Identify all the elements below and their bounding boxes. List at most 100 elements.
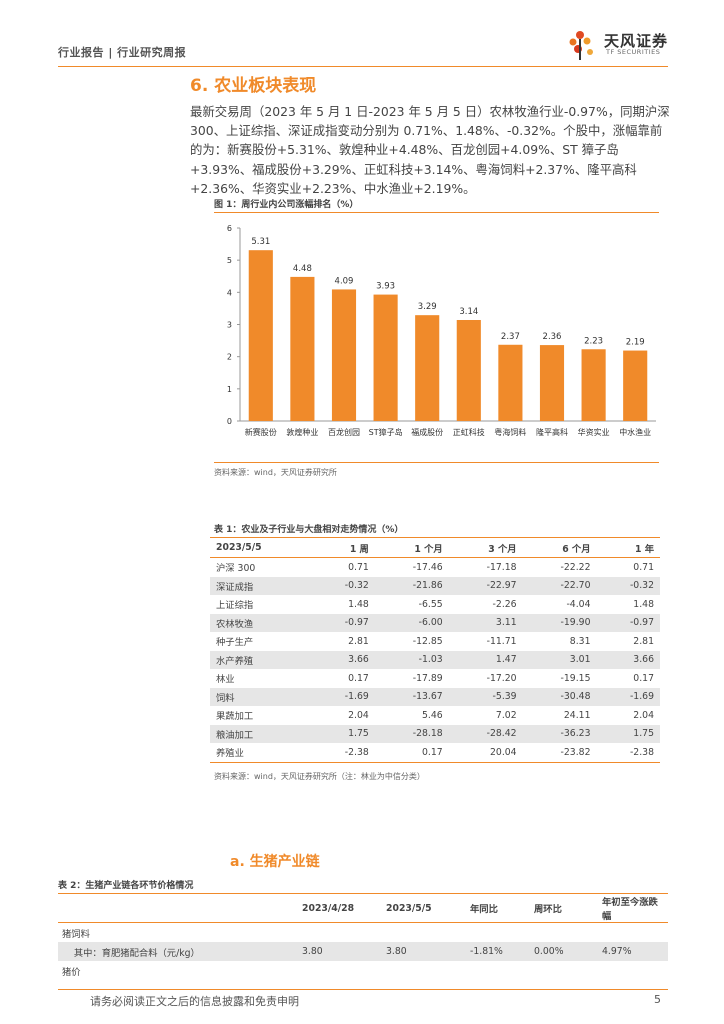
x-category-label: 中水渔业 [619, 427, 651, 437]
table-cell: -36.23 [522, 724, 597, 743]
table1-source: 资料来源：wind，天风证券研究所（注：林业为中信分类） [214, 772, 425, 781]
table-cell: -1.03 [374, 650, 449, 669]
table-row: 种子生产 2.81 -12.85 -11.71 8.31 2.81 [210, 632, 660, 651]
table-row: 农林牧渔 -0.97 -6.00 3.11 -19.90 -0.97 [210, 613, 660, 632]
bar-chart: 0 1 2 3 4 5 6 5.31 新赛股份 4.48 敦煌种业 4.09 百龙创园 3.93 ST獐子岛… [227, 224, 656, 437]
x-category-label: 隆平高科 [536, 427, 568, 437]
table-cell: -11.71 [486, 635, 517, 647]
table-cell: -1.81% [466, 942, 530, 961]
row-label: 水产养殖 [210, 650, 312, 669]
header-divider [58, 66, 668, 67]
group-label-hog-price: 猪价 [62, 966, 81, 978]
section-title: 6. 农业板块表现 [190, 76, 317, 96]
table-cell: 0.17 [374, 743, 449, 763]
table-group-row: 猪饲料 [58, 923, 668, 943]
bar-value-label: 2.23 [584, 336, 603, 346]
table-cell: -23.82 [522, 743, 597, 763]
row-label: 农林牧渔 [210, 613, 312, 632]
table-cell: -17.89 [412, 672, 443, 684]
col-header: 3 个月 [448, 537, 523, 558]
table-cell: 7.02 [495, 709, 517, 721]
y-tick-label: 6 [227, 224, 232, 233]
table-cell: -28.18 [374, 724, 449, 743]
table-cell: 1.75 [311, 724, 375, 743]
table-cell: 3.80 [382, 942, 466, 961]
table-row: 养殖业 -2.38 0.17 20.04 -23.82 -2.38 [210, 743, 660, 763]
row-label: 其中：育肥猪配合料（元/kg） [58, 942, 298, 961]
bar [456, 319, 481, 421]
bar-value-label: 4.09 [335, 276, 354, 286]
table-cell: -22.70 [522, 576, 597, 595]
bar-value-label: 2.37 [501, 332, 520, 342]
hog-price-table: 2023/4/28 2023/5/5 年同比 周环比 年初至今涨跌幅 猪饲料 其… [58, 893, 668, 980]
bar-value-label: 3.93 [376, 282, 395, 292]
report-breadcrumb: 行业报告 | 行业研究周报 [58, 46, 187, 59]
table-header-row: 2023/4/28 2023/5/5 年同比 周环比 年初至今涨跌幅 [58, 893, 668, 923]
table-cell: -13.67 [374, 687, 449, 706]
logo-subtext: TF SECURITIES [606, 48, 661, 56]
table-cell: -17.18 [486, 561, 517, 573]
bar-value-label: 3.29 [418, 302, 437, 312]
bar [290, 276, 315, 421]
y-tick-label: 0 [227, 417, 232, 426]
y-tick-label: 4 [227, 288, 232, 297]
table-header-row: 2023/5/5 1 周 1 个月 3 个月 6 个月 1 年 [210, 537, 660, 558]
footer-divider [58, 989, 668, 990]
table-cell: 24.11 [563, 709, 591, 721]
table-cell: 3.80 [298, 942, 382, 961]
table-cell: -6.55 [418, 598, 443, 610]
table-row: 林业 0.17 -17.89 -17.20 -19.15 0.17 [210, 669, 660, 688]
bar-value-label: 2.36 [543, 332, 562, 342]
col-header: 年初至今涨跌幅 [598, 893, 668, 923]
col-header: 2023/5/5 [210, 537, 312, 558]
table-cell: 2.04 [348, 709, 369, 721]
table-cell: -4.04 [566, 598, 591, 610]
bar-value-label: 5.31 [251, 237, 270, 247]
table-cell: -1.69 [311, 687, 375, 706]
table-cell: 3.11 [448, 613, 523, 632]
table-cell: -6.00 [374, 613, 449, 632]
table-row: 粮油加工 1.75 -28.18 -28.42 -36.23 1.75 [210, 724, 660, 743]
table-cell: 0.71 [633, 561, 654, 573]
row-label: 养殖业 [210, 743, 312, 763]
bar [373, 294, 398, 421]
x-category-label: 福成股份 [411, 427, 443, 437]
group-label-feed: 猪饲料 [62, 928, 90, 940]
row-label: 粮油加工 [210, 724, 312, 743]
figure-bottom-rule [214, 462, 659, 463]
table1-title: 表 1：农业及子行业与大盘相对走势情况（%） [214, 525, 404, 535]
col-header: 2023/4/28 [298, 893, 382, 923]
bar [498, 344, 523, 421]
table-cell: -22.22 [560, 561, 591, 573]
table-cell: 1.75 [596, 724, 660, 743]
table-cell: -2.38 [311, 743, 375, 763]
footer-disclaimer: 请务必阅读正文之后的信息披露和免责申明 [90, 995, 299, 1008]
table-cell: 3.66 [311, 650, 375, 669]
table-cell: 0.17 [348, 672, 369, 684]
x-category-label: 粤海饲料 [494, 427, 526, 437]
bar-value-label: 3.14 [459, 307, 478, 317]
table-row: 沪深 300 0.71 -17.46 -17.18 -22.22 0.71 [210, 558, 660, 577]
table-cell: -19.90 [522, 613, 597, 632]
table-cell: 2.04 [633, 709, 654, 721]
table-cell: -0.32 [311, 576, 375, 595]
table-cell: -28.42 [448, 724, 523, 743]
row-label: 深证成指 [210, 576, 312, 595]
x-category-label: ST獐子岛 [369, 427, 403, 437]
section-paragraph: 最新交易周（2023 年 5 月 1 日-2023 年 5 月 5 日）农林牧渔… [190, 104, 670, 196]
table-cell: -17.20 [486, 672, 517, 684]
table-cell: 0.00% [530, 942, 598, 961]
table2-title: 表 2：生猪产业链各环节价格情况 [58, 881, 194, 891]
y-tick-label: 2 [227, 353, 232, 362]
row-label: 上证综指 [216, 600, 254, 612]
table-row: 上证综指 1.48 -6.55 -2.26 -4.04 1.48 [210, 595, 660, 614]
table-cell: 8.31 [569, 635, 591, 647]
table-cell: -2.26 [492, 598, 517, 610]
y-tick-label: 1 [227, 385, 232, 394]
row-label: 沪深 300 [216, 563, 256, 575]
table-group-row: 猪价 [58, 961, 668, 980]
table-cell: -0.97 [596, 613, 660, 632]
col-header: 1 年 [596, 537, 660, 558]
table-cell: -2.38 [596, 743, 660, 763]
x-category-label: 华资实业 [578, 427, 610, 437]
